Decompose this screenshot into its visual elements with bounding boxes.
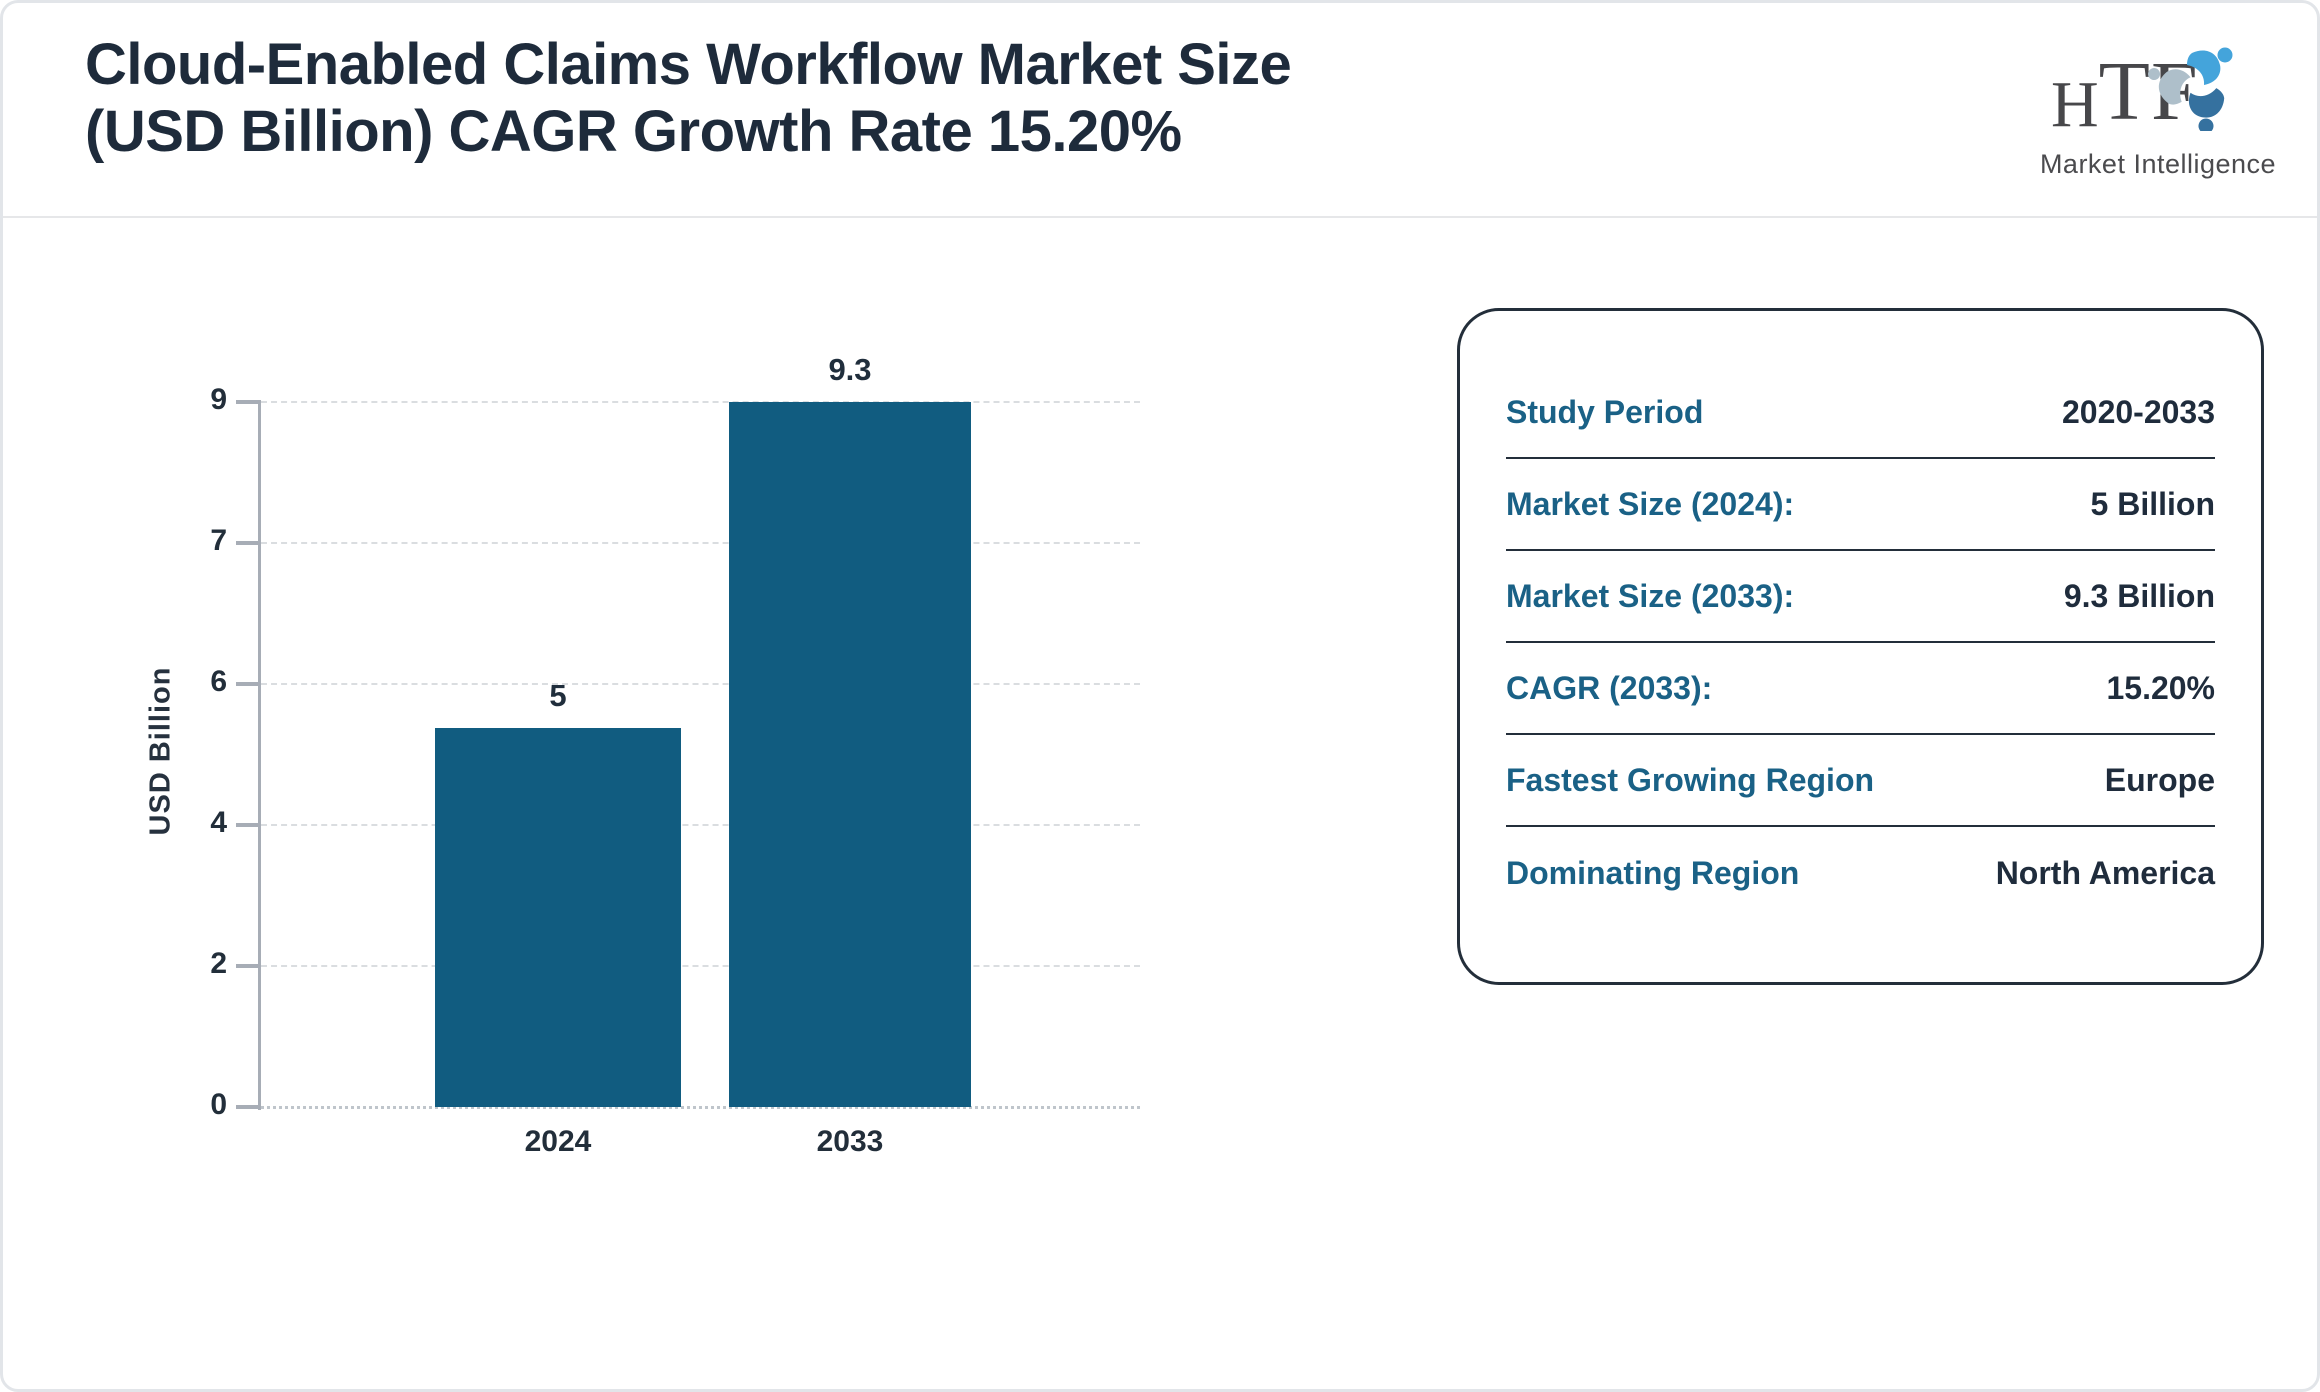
info-row-value: 5 Billion: [2090, 485, 2215, 522]
htf-logo: HTF Market Intelligence: [2033, 37, 2283, 179]
page-title-line2: (USD Billion) CAGR Growth Rate 15.20%: [85, 99, 1182, 164]
info-row: Market Size (2033): 9.3 Billion: [1506, 551, 2215, 643]
htf-logo-letter-h: H: [2051, 68, 2099, 141]
y-tick-label: 0: [210, 1088, 227, 1121]
y-tick-label: 7: [210, 524, 227, 557]
bar-value-label: 9.3: [828, 352, 872, 387]
gridline: [261, 824, 1140, 826]
gridline: [261, 965, 1140, 967]
info-row-label: Market Size (2024):: [1506, 485, 1795, 522]
y-tick-mark: [236, 541, 258, 545]
page-title: Cloud-Enabled Claims Workflow Market Siz…: [85, 31, 1292, 165]
y-tick-mark: [236, 1105, 258, 1109]
y-tick-mark: [236, 823, 258, 827]
market-summary-rows: Study Period 2020-2033 Market Size (2024):…: [1506, 367, 2215, 919]
htf-logo-subtext: Market Intelligence: [2039, 149, 2277, 179]
info-row: Fastest Growing Region Europe: [1506, 735, 2215, 827]
info-row: Market Size (2024): 5 Billion: [1506, 459, 2215, 551]
gridline: [261, 683, 1140, 685]
info-row-value: Europe: [2104, 761, 2215, 798]
y-tick-label: 4: [210, 806, 227, 839]
y-axis-line: [258, 400, 261, 1110]
htf-logo-text: HTF: [2051, 43, 2199, 141]
header-divider: [3, 216, 2317, 218]
info-row-label: Study Period: [1506, 393, 1704, 430]
info-row-value: 2020-2033: [2061, 393, 2215, 430]
info-row-label: Market Size (2033):: [1506, 577, 1795, 614]
y-tick-mark: [236, 682, 258, 686]
gridline: [261, 542, 1140, 544]
gridline: [261, 1106, 1140, 1109]
bar-2033: [729, 402, 971, 1107]
y-tick-label: 2: [210, 947, 227, 980]
plot-area: 5 2024 9.3 2033: [261, 352, 1140, 1158]
y-tick-label: 6: [210, 665, 227, 698]
info-row: CAGR (2033): 15.20%: [1506, 643, 2215, 735]
htf-swirl-figures-icon: [2148, 47, 2233, 131]
bar-value-label: 5: [549, 678, 567, 713]
info-row-label: CAGR (2033):: [1506, 669, 1713, 706]
info-row-value: 9.3 Billion: [2063, 577, 2215, 614]
info-row: Dominating Region North America: [1506, 827, 2215, 919]
y-tick-mark: [236, 964, 258, 968]
info-row-label: Fastest Growing Region: [1506, 761, 1875, 798]
info-row: Study Period 2020-2033: [1506, 367, 2215, 459]
gridline: [261, 401, 1140, 403]
y-tick-label: 9: [210, 383, 227, 416]
bar-2024: [435, 728, 681, 1107]
info-row-value: 15.20%: [2106, 669, 2215, 706]
htf-logo-letters-tf: TF: [2098, 45, 2199, 138]
page-title-line1: Cloud-Enabled Claims Workflow Market Siz…: [85, 32, 1292, 97]
x-tick-label: 2033: [816, 1125, 884, 1158]
info-row-label: Dominating Region: [1506, 854, 1800, 891]
market-summary-card: Study Period 2020-2033 Market Size (2024):…: [1457, 308, 2264, 985]
info-row-value: North America: [1995, 854, 2215, 891]
x-tick-label: 2024: [524, 1125, 592, 1158]
y-tick-mark: [236, 400, 258, 404]
